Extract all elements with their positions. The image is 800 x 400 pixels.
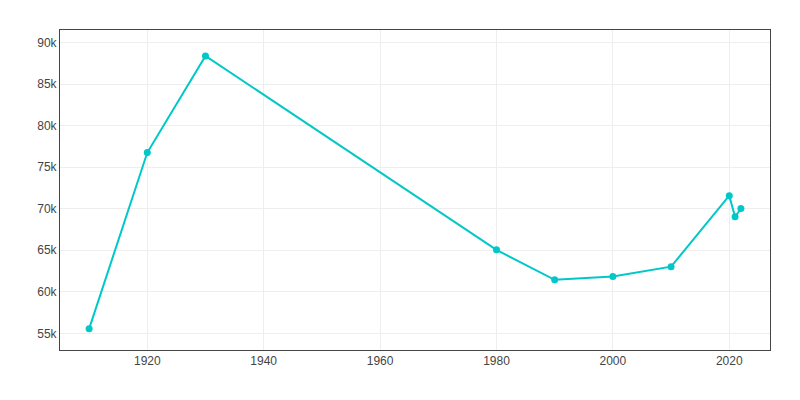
svg-text:2020: 2020 [716, 354, 743, 368]
svg-text:55k: 55k [37, 327, 57, 341]
svg-text:80k: 80k [37, 119, 57, 133]
svg-text:1960: 1960 [367, 354, 394, 368]
svg-text:75k: 75k [37, 160, 57, 174]
svg-text:2000: 2000 [600, 354, 627, 368]
svg-text:1920: 1920 [134, 354, 161, 368]
svg-text:70k: 70k [37, 202, 57, 216]
svg-text:65k: 65k [37, 243, 57, 257]
svg-text:85k: 85k [37, 77, 57, 91]
svg-text:60k: 60k [37, 285, 57, 299]
svg-text:1980: 1980 [483, 354, 510, 368]
svg-text:90k: 90k [37, 36, 57, 50]
svg-text:1940: 1940 [250, 354, 277, 368]
